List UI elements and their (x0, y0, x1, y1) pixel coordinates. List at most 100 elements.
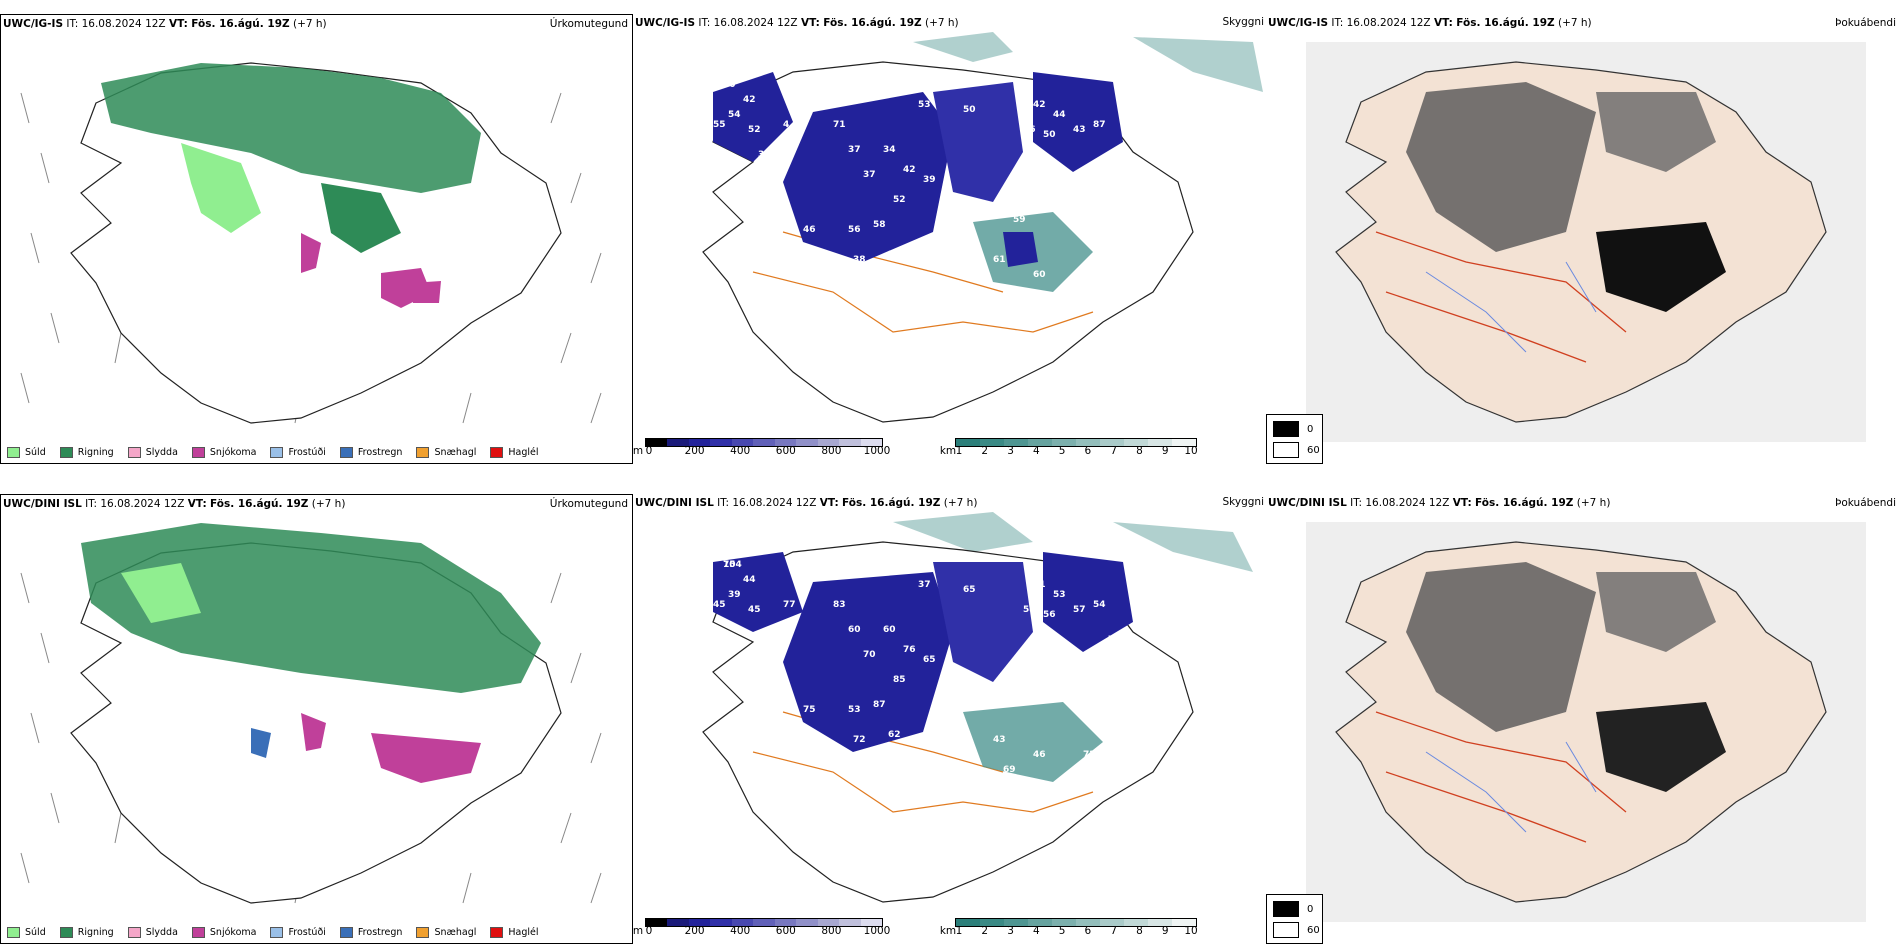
ceiling-value-label: 71 (1083, 665, 1096, 675)
colorbar-cell (956, 439, 980, 446)
precip-map (20, 62, 602, 424)
ceiling-value-label: 58 (1023, 605, 1036, 615)
colorbar-tick: 400 (730, 445, 751, 457)
colorbar-cell (817, 919, 840, 926)
legend-swatch (59, 927, 73, 938)
colorbar-tick: 6 (1084, 445, 1092, 457)
ceiling-value-label: 60 (848, 625, 861, 635)
colorbar-cell (1172, 439, 1196, 446)
ceiling-value-label: 66 (693, 155, 706, 165)
ceiling-value-label: 53 (848, 705, 861, 715)
ceiling-value-label: 65 (923, 655, 936, 665)
colorbar-cell (1100, 919, 1124, 926)
colorbar-tick: 8 (1136, 445, 1143, 457)
ceiling-value-label: 104 (723, 560, 742, 570)
colorbar-cell (753, 439, 775, 446)
ceiling-value-label: 61 (913, 750, 926, 760)
colorbar-unit: m (633, 925, 644, 937)
colorbar-tick: 600 (775, 925, 796, 937)
colorbar-cell (1124, 439, 1148, 446)
ceiling-value-label: 40 (1083, 185, 1096, 195)
fog-key: 0 60 (1266, 894, 1323, 944)
legend-label: Frostregn (357, 447, 403, 458)
ceiling-value-label: 42 (743, 95, 756, 105)
fog-panel-row2: UWC/DINI ISL IT: 16.08.2024 12Z VT: Fös.… (1266, 494, 1900, 944)
colorbar-cell (731, 919, 754, 926)
ceiling-value-label: 46 (1033, 750, 1046, 760)
legend-label: Slydda (145, 927, 178, 938)
colorbar-tick: 600 (775, 445, 796, 457)
legend-swatch (416, 927, 430, 938)
panel-header: UWC/DINI ISL IT: 16.08.2024 12Z VT: Fös.… (1268, 497, 1611, 509)
colorbar-tick: 1000 (863, 925, 891, 937)
legend-item: Haglél (490, 927, 539, 938)
legend-swatch (490, 927, 504, 938)
ceiling-value-label: 45 (713, 600, 726, 610)
ceiling-value-label: 44 (1053, 110, 1066, 120)
legend-label: Snjókoma (209, 447, 257, 458)
colorbar-cell (688, 919, 711, 926)
legend-item: Snjókoma (191, 447, 257, 458)
ceiling-value-label: 83 (833, 600, 846, 610)
colorbar-tick: 2 (981, 925, 989, 937)
colorbar-tick: 8 (1136, 925, 1143, 937)
colorbar-cell (1076, 439, 1100, 446)
ceiling-value-label: 34 (883, 145, 896, 155)
colorbar-tick: 3 (1007, 445, 1014, 457)
ceiling-value-label: 114 (953, 215, 972, 225)
ceiling-value-label: 85 (933, 725, 946, 735)
ceiling-value-label: 53 (758, 630, 771, 640)
legend-item: Súld (7, 927, 46, 938)
precip-legend: Súld Rigning Slydda Snjókoma Frostúði Frostre… (7, 447, 539, 458)
ceiling-value-label: 56 (953, 255, 966, 265)
colorbar-tick: 9 (1161, 925, 1169, 937)
panel-title: Úrkomutegund (549, 498, 628, 510)
ceiling-value-label: 53 (918, 100, 931, 110)
legend-label: Rigning (77, 447, 114, 458)
ceiling-value-label: 75 (723, 560, 736, 570)
legend-label: Frostúði (288, 447, 326, 458)
colorbar-tick: 6 (1084, 925, 1092, 937)
legend-swatch (127, 927, 141, 938)
ceiling-value-label: 64 (1083, 270, 1096, 280)
legend-item: Haglél (490, 447, 539, 458)
ceiling-value-label: 72 (1083, 750, 1096, 760)
colorbar-tick: 0 (645, 445, 653, 457)
colorbar-cell (1148, 919, 1172, 926)
visibility-colorbar (943, 438, 1197, 447)
colorbar-cell (1124, 919, 1148, 926)
colorbar-cell (956, 919, 980, 926)
colorbar-tick: 3 (1007, 925, 1014, 937)
colorbar-cell (980, 439, 1004, 446)
legend-item: Rigning (59, 927, 114, 938)
colorbar-cell (860, 439, 882, 446)
ceiling-value-label: 76 (903, 645, 916, 655)
ceiling-value-label: 50 (963, 105, 976, 115)
legend-swatch (490, 447, 504, 458)
ceiling-colorbar (633, 918, 883, 927)
legend-item: Snæhagl (416, 447, 476, 458)
legend-swatch (270, 927, 284, 938)
colorbar-cell (710, 919, 732, 926)
panel-title: Þokuábendi (1835, 497, 1896, 509)
ceiling-value-label: 84 (1003, 285, 1016, 295)
colorbar-tick: 1 (955, 445, 963, 457)
legend-label: Haglél (508, 927, 539, 938)
ceiling-value-label: 75 (803, 705, 816, 715)
colorbar-cell (1148, 439, 1172, 446)
colorbar-cell (688, 439, 711, 446)
colorbar-cell (796, 919, 818, 926)
ceiling-value-label: 52 (913, 865, 926, 875)
ceiling-value-label: 62 (888, 730, 901, 740)
colorbar-cell (753, 919, 775, 926)
legend-item: Súld (7, 447, 46, 458)
ceiling-value-label: 57 (1033, 655, 1046, 665)
ceiling-value-label: 54 (1093, 600, 1106, 610)
colorbar-cell (774, 919, 797, 926)
legend-label: Súld (25, 927, 46, 938)
legend-item: Frostregn (339, 927, 402, 938)
legend-item: Rigning (59, 447, 114, 458)
ceiling-value-label: 60 (1033, 270, 1046, 280)
fog-key: 0 60 (1266, 414, 1323, 464)
